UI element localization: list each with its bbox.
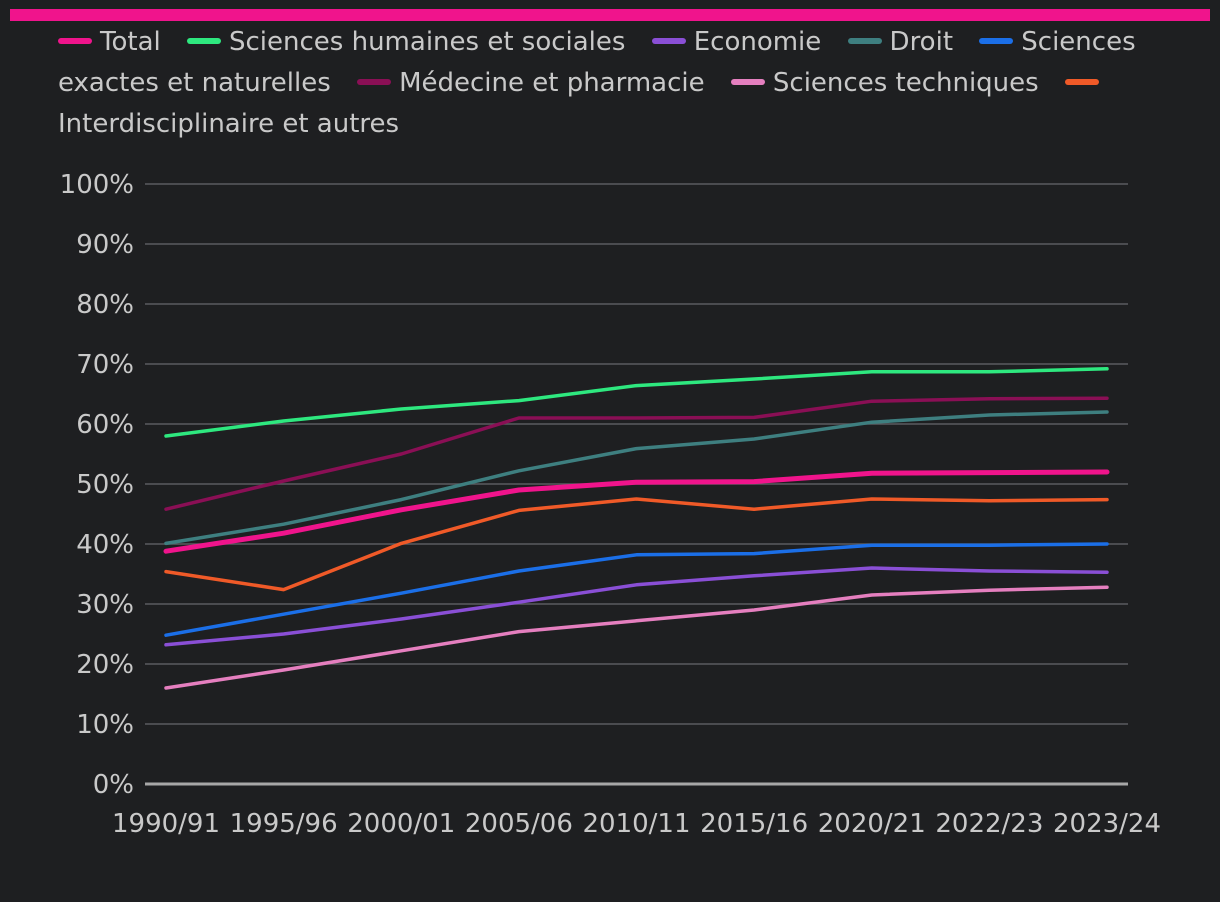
series-line-sciences-exactes-et-naturelles — [164, 542, 1109, 637]
series-line-droit — [164, 410, 1109, 546]
legend-swatch — [979, 37, 1014, 44]
x-tick-label: 1995/96 — [230, 809, 338, 839]
x-tick-label: 2005/06 — [465, 809, 573, 839]
legend-swatch — [730, 78, 765, 85]
y-tick-label: 40% — [76, 530, 134, 560]
y-tick-label: 20% — [76, 650, 134, 680]
y-tick-label: 10% — [76, 710, 134, 740]
chart-legend: Total Sciences humaines et sociales Econ… — [58, 22, 1158, 145]
y-tick-label: 60% — [76, 410, 134, 440]
legend-item[interactable]: Sciences techniques — [730, 68, 1039, 98]
legend-swatch — [1064, 78, 1099, 85]
series-line-economie — [164, 566, 1109, 647]
x-tick-label: 2022/23 — [935, 809, 1043, 839]
x-tick-label: 2000/01 — [347, 809, 455, 839]
y-tick-label: 80% — [76, 290, 134, 320]
legend-item[interactable]: Interdisciplinaire et autres — [58, 68, 1107, 139]
y-tick-label: 90% — [76, 230, 134, 260]
series-line-interdisciplinaire-et-autres — [164, 497, 1109, 592]
x-tick-label: 2023/24 — [1053, 809, 1161, 839]
series-line-sciences-techniques — [164, 585, 1109, 690]
legend-label: Sciences humaines et sociales — [229, 27, 626, 57]
y-tick-label: 50% — [76, 470, 134, 500]
legend-swatch — [651, 37, 686, 44]
legend-item[interactable]: Médecine et pharmacie — [357, 68, 705, 98]
x-tick-label: 1990/91 — [112, 809, 220, 839]
y-tick-label: 100% — [60, 170, 134, 200]
x-tick-label: 2020/21 — [818, 809, 926, 839]
legend-label: Total — [100, 27, 161, 57]
legend-label: Droit — [889, 27, 954, 57]
legend-item[interactable]: Total — [58, 27, 161, 57]
top-accent-bar — [10, 9, 1210, 21]
legend-swatch — [58, 37, 92, 44]
y-tick-label: 0% — [93, 770, 134, 800]
legend-label: Sciences exactes et naturelles — [58, 27, 1136, 98]
legend-swatch — [187, 37, 221, 44]
series-line-sciences-humaines-et-sociales — [164, 367, 1109, 438]
legend-label: Interdisciplinaire et autres — [58, 109, 400, 139]
legend-item[interactable]: Droit — [847, 27, 954, 57]
legend-swatch — [847, 37, 882, 44]
legend-swatch — [357, 78, 392, 85]
legend-label: Sciences techniques — [772, 68, 1039, 98]
x-tick-label: 2015/16 — [700, 809, 808, 839]
series-line-m-decine-et-pharmacie — [164, 396, 1109, 511]
series-line-total — [163, 469, 1110, 554]
legend-item[interactable]: Economie — [651, 27, 822, 57]
legend-label: Economie — [693, 27, 822, 57]
legend-item[interactable]: Sciences exactes et naturelles — [58, 27, 1136, 98]
y-tick-label: 70% — [76, 350, 134, 380]
x-tick-label: 2010/11 — [582, 809, 690, 839]
legend-label: Médecine et pharmacie — [399, 68, 705, 98]
y-tick-label: 30% — [76, 590, 134, 620]
legend-item[interactable]: Sciences humaines et sociales — [187, 27, 625, 57]
